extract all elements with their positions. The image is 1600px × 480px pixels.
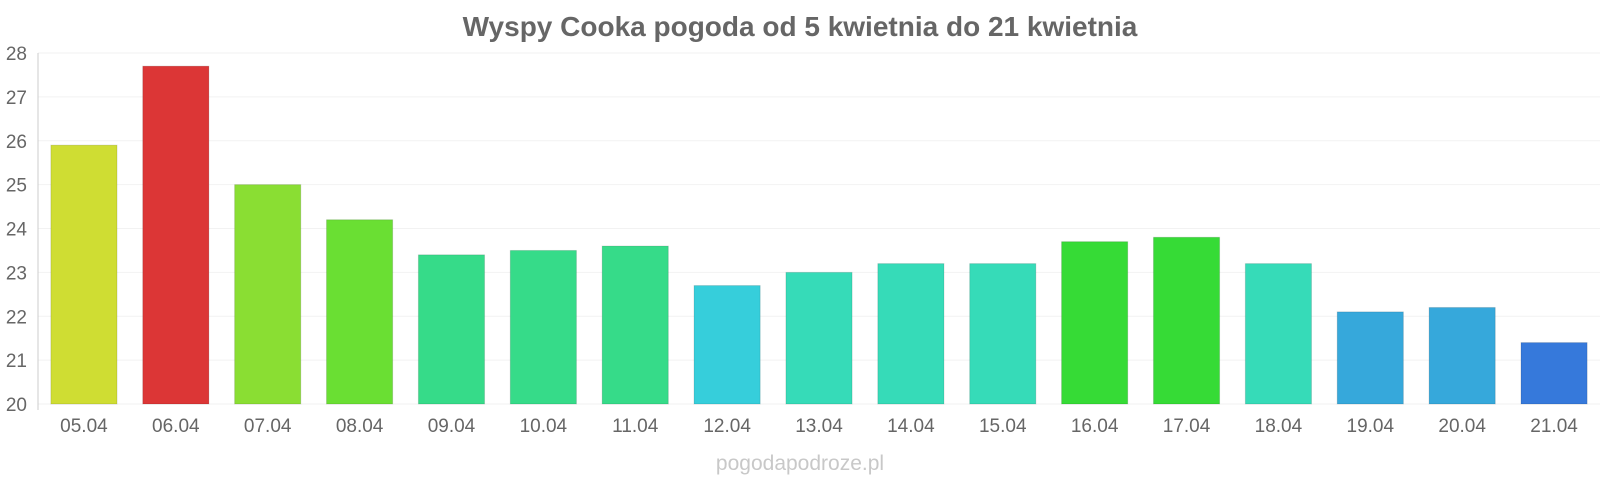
bar xyxy=(1061,241,1129,405)
x-tick-label: 18.04 xyxy=(1255,416,1303,437)
y-tick-label: 28 xyxy=(6,44,27,65)
bar xyxy=(417,254,486,405)
bar xyxy=(50,144,118,405)
chart-title: Wyspy Cooka pogoda od 5 kwietnia do 21 k… xyxy=(463,11,1138,42)
x-tick-label: 06.04 xyxy=(152,416,200,437)
bar xyxy=(785,271,853,405)
x-tick-label: 21.04 xyxy=(1530,416,1578,437)
x-axis: 05.04 06.04 07.04 08.04 09.04 10.04 11.04 12.04… xyxy=(60,416,1578,437)
bar xyxy=(601,245,669,405)
bar xyxy=(877,263,945,405)
x-tick-label: 09.04 xyxy=(428,416,476,437)
bar xyxy=(1520,342,1588,405)
y-tick-label: 23 xyxy=(6,263,27,284)
y-axis: 20 21 22 23 24 25 26 27 28 xyxy=(6,44,39,416)
x-tick-label: 16.04 xyxy=(1071,416,1119,437)
bar xyxy=(326,219,394,405)
y-tick-label: 22 xyxy=(6,307,27,328)
watermark: pogodapodroze.pl xyxy=(716,452,884,475)
x-tick-label: 10.04 xyxy=(520,416,568,437)
bar xyxy=(142,65,210,405)
x-tick-label: 17.04 xyxy=(1163,416,1211,437)
y-tick-label: 20 xyxy=(6,395,27,416)
bar xyxy=(234,184,302,405)
bar xyxy=(1336,311,1404,405)
x-tick-label: 14.04 xyxy=(887,416,935,437)
x-tick-label: 12.04 xyxy=(703,416,751,437)
bar xyxy=(509,249,577,405)
bar xyxy=(969,263,1037,405)
bar xyxy=(1152,236,1221,405)
x-tick-label: 20.04 xyxy=(1438,416,1486,437)
x-tick-label: 05.04 xyxy=(60,416,108,437)
bar xyxy=(1428,306,1496,405)
x-tick-label: 08.04 xyxy=(336,416,384,437)
x-tick-label: 13.04 xyxy=(795,416,843,437)
bars xyxy=(50,65,1588,405)
x-tick-label: 11.04 xyxy=(612,416,659,437)
x-tick-label: 15.04 xyxy=(979,416,1027,437)
y-tick-label: 24 xyxy=(6,220,28,241)
bar xyxy=(693,285,761,405)
bar xyxy=(1244,263,1312,405)
y-tick-label: 25 xyxy=(6,176,27,197)
y-tick-label: 27 xyxy=(6,88,27,109)
x-tick-label: 19.04 xyxy=(1347,416,1395,437)
y-tick-label: 26 xyxy=(6,132,27,153)
x-tick-label: 07.04 xyxy=(244,416,292,437)
y-tick-label: 21 xyxy=(6,351,27,372)
